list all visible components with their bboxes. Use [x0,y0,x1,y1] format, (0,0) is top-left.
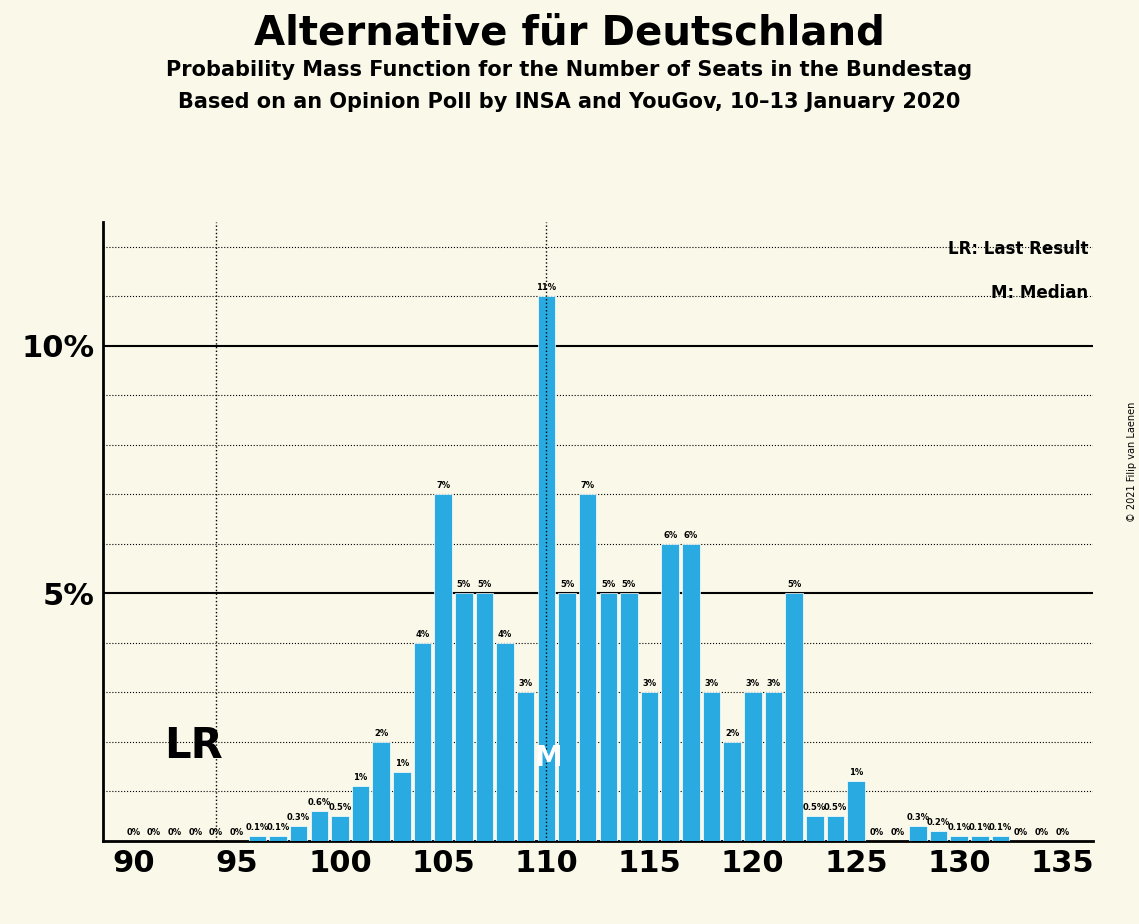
Text: 3%: 3% [746,679,760,688]
Text: 0.5%: 0.5% [328,803,352,812]
Bar [641,692,658,841]
Text: 5%: 5% [560,580,574,590]
Bar [827,816,844,841]
Bar [517,692,534,841]
Bar [393,772,411,841]
Text: 3%: 3% [518,679,533,688]
Text: 0.1%: 0.1% [989,823,1013,832]
Text: 5%: 5% [457,580,470,590]
Text: 5%: 5% [477,580,492,590]
Bar [331,816,349,841]
Text: 3%: 3% [642,679,657,688]
Text: 4%: 4% [498,630,513,638]
Text: 0.1%: 0.1% [948,823,970,832]
Bar [847,782,865,841]
Bar [289,826,308,841]
Text: 0%: 0% [126,828,140,837]
Bar [558,593,576,841]
Text: Probability Mass Function for the Number of Seats in the Bundestag: Probability Mass Function for the Number… [166,60,973,80]
Text: 6%: 6% [683,530,698,540]
Text: 0%: 0% [188,828,203,837]
Bar [413,643,432,841]
Bar [311,811,328,841]
Text: 0.5%: 0.5% [823,803,847,812]
Text: Based on an Opinion Poll by INSA and YouGov, 10–13 January 2020: Based on an Opinion Poll by INSA and You… [179,92,960,113]
Text: LR: Last Result: LR: Last Result [948,240,1089,259]
Text: 1%: 1% [849,769,863,777]
Bar [662,543,679,841]
Text: Alternative für Deutschland: Alternative für Deutschland [254,14,885,54]
Bar [950,836,968,841]
Bar [972,836,989,841]
Text: 3%: 3% [767,679,780,688]
Text: 0.2%: 0.2% [927,818,950,827]
Text: 0%: 0% [147,828,162,837]
Bar [703,692,720,841]
Text: M: Median: M: Median [991,284,1089,301]
Text: 1%: 1% [395,759,409,768]
Text: 0%: 0% [208,828,223,837]
Text: 3%: 3% [704,679,719,688]
Text: 0.5%: 0.5% [803,803,827,812]
Text: 0%: 0% [1034,828,1049,837]
Text: 0%: 0% [230,828,244,837]
Bar [599,593,617,841]
Bar [723,742,741,841]
Text: 0%: 0% [891,828,904,837]
Bar [248,836,267,841]
Text: 0.6%: 0.6% [308,798,331,808]
Text: 0%: 0% [1014,828,1029,837]
Text: 6%: 6% [663,530,678,540]
Text: LR: LR [164,724,223,767]
Bar [806,816,823,841]
Text: 5%: 5% [601,580,615,590]
Text: 0.1%: 0.1% [267,823,289,832]
Text: 0%: 0% [167,828,182,837]
Text: 11%: 11% [536,283,557,292]
Bar [929,831,948,841]
Text: 0.1%: 0.1% [246,823,269,832]
Bar [764,692,782,841]
Bar [434,494,452,841]
Text: 0.1%: 0.1% [968,823,992,832]
Bar [269,836,287,841]
Bar [497,643,514,841]
Bar [454,593,473,841]
Text: 2%: 2% [374,729,388,738]
Bar [538,296,555,841]
Text: 0.3%: 0.3% [907,813,929,822]
Text: 2%: 2% [726,729,739,738]
Bar [579,494,597,841]
Text: © 2021 Filip van Laenen: © 2021 Filip van Laenen [1126,402,1137,522]
Text: 0.3%: 0.3% [287,813,310,822]
Bar [682,543,699,841]
Text: 1%: 1% [353,773,368,783]
Text: 4%: 4% [416,630,429,638]
Bar [909,826,927,841]
Bar [992,836,1009,841]
Text: 5%: 5% [622,580,636,590]
Text: 0%: 0% [869,828,884,837]
Bar [744,692,762,841]
Text: 7%: 7% [436,481,450,491]
Text: M: M [534,744,563,772]
Bar [620,593,638,841]
Bar [372,742,390,841]
Bar [785,593,803,841]
Text: 0%: 0% [1056,828,1070,837]
Bar [352,786,369,841]
Text: 7%: 7% [581,481,595,491]
Text: 5%: 5% [787,580,801,590]
Bar [476,593,493,841]
